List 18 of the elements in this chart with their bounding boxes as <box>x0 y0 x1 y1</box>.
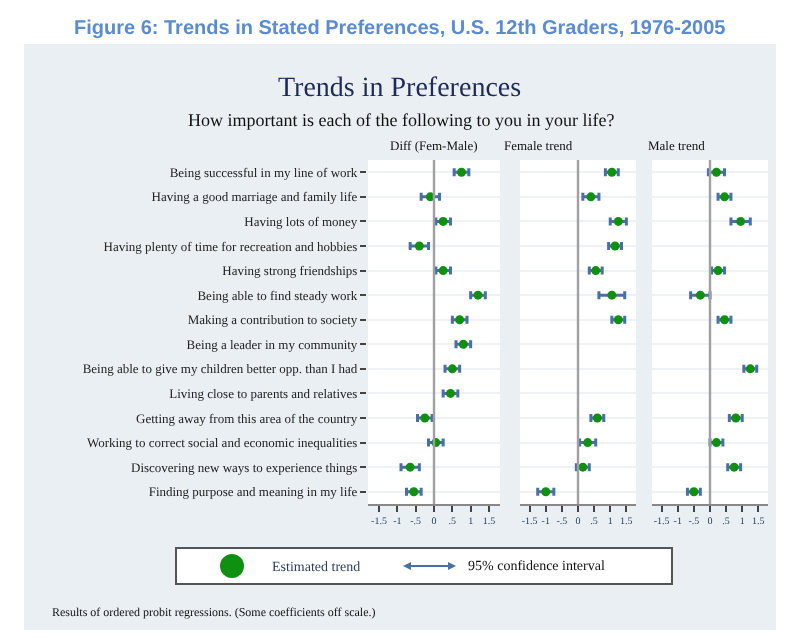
text: Figure 6: Trends in Stated Preferences, U.S. 12th Graders, 1976-2005 <box>74 18 727 40</box>
point <box>736 216 746 226</box>
point <box>613 216 623 226</box>
point <box>458 339 468 349</box>
point <box>586 192 596 202</box>
point <box>541 487 551 497</box>
point <box>711 167 721 177</box>
point <box>695 290 705 300</box>
point <box>405 462 415 472</box>
point <box>455 315 465 325</box>
text: Trends in Preferences <box>278 74 522 104</box>
point <box>583 438 593 448</box>
point <box>446 388 455 398</box>
text: How important is each of the following to you in your life? <box>188 110 615 130</box>
point <box>457 167 466 177</box>
point <box>447 364 457 374</box>
point <box>414 241 424 251</box>
point <box>607 290 617 300</box>
